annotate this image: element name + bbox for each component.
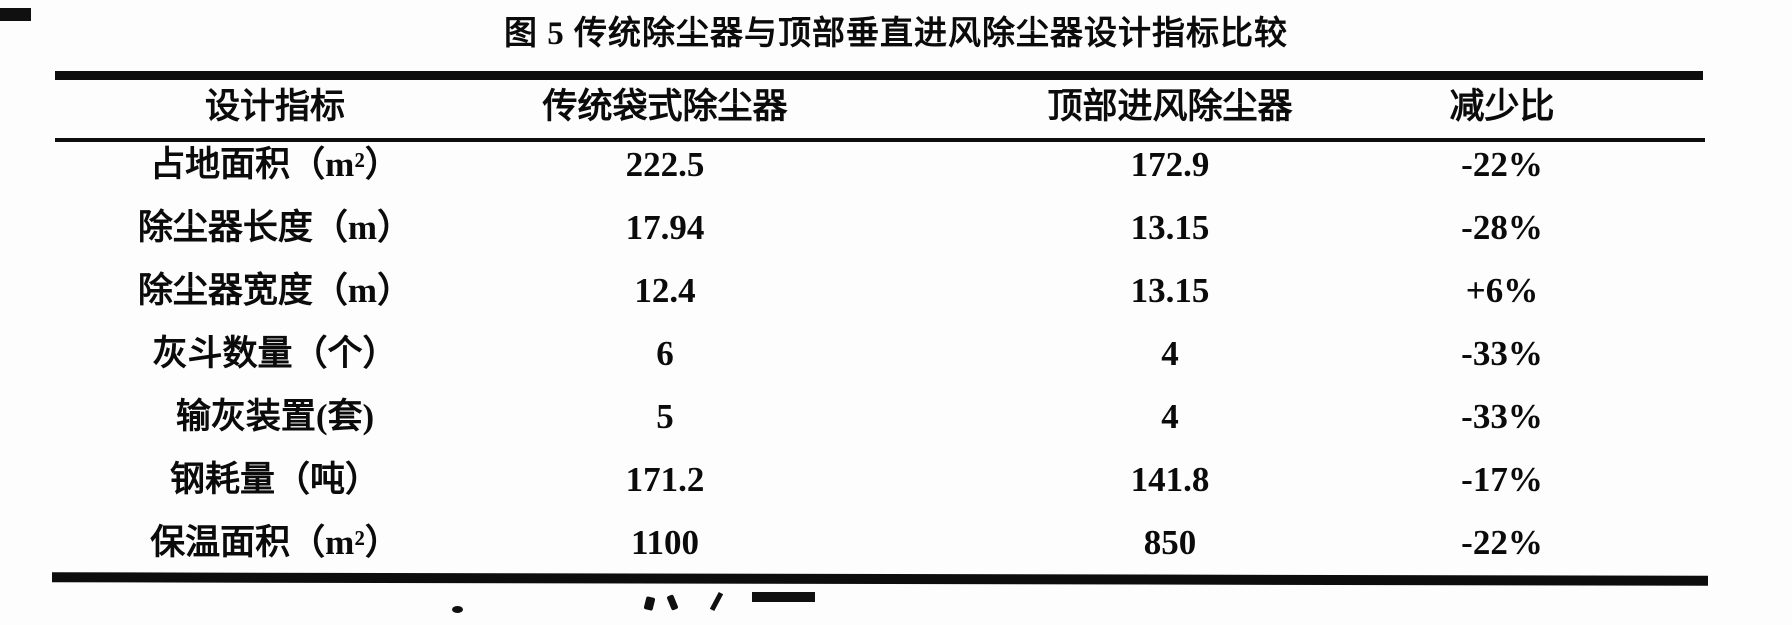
- cell-reduction-value: -33%: [1461, 397, 1543, 436]
- cutoff-text-fragment: [752, 592, 815, 602]
- cell-traditional-value: 171.2: [625, 460, 705, 499]
- cell-design-indicator: 保温面积（m²）: [150, 523, 400, 562]
- table-header-row: 设计指标 传统袋式除尘器 顶部进风除尘器 减少比: [0, 85, 1792, 129]
- cell-reduction-value: -17%: [1461, 460, 1543, 499]
- table-title: 图 5 传统除尘器与顶部垂直进风除尘器设计指标比较: [504, 16, 1288, 52]
- cell-top-inlet-value: 13.15: [1130, 208, 1210, 247]
- cell-design-indicator: 输灰装置(套): [175, 397, 375, 436]
- cell-reduction-value: -22%: [1461, 145, 1543, 184]
- cell-traditional-value: 5: [656, 397, 674, 436]
- column-header-design-indicator: 设计指标: [204, 87, 346, 126]
- cell-traditional-value: 17.94: [625, 208, 705, 247]
- column-header-top-inlet-collector: 顶部进风除尘器: [1047, 87, 1293, 126]
- cell-traditional-value: 6: [656, 334, 674, 373]
- cell-reduction-value: -33%: [1461, 334, 1543, 373]
- cell-reduction-value: +6%: [1465, 271, 1539, 310]
- cell-traditional-value: 12.4: [634, 271, 696, 310]
- cell-top-inlet-value: 850: [1143, 523, 1197, 562]
- cell-design-indicator: 灰斗数量（个）: [152, 334, 398, 373]
- column-header-traditional-bag-collector: 传统袋式除尘器: [542, 87, 788, 126]
- cell-top-inlet-value: 13.15: [1130, 271, 1210, 310]
- scan-artifact-corner: [0, 8, 31, 21]
- cell-traditional-value: 1100: [630, 523, 700, 562]
- table-row: 占地面积（m²） 222.5 172.9 -22%: [0, 143, 1792, 187]
- cutoff-text-fragment: [452, 606, 463, 613]
- table-bottom-border: [51, 572, 1709, 586]
- cell-design-indicator: 占地面积（m²）: [150, 145, 400, 184]
- cell-top-inlet-value: 172.9: [1130, 145, 1210, 184]
- table-top-border: [55, 71, 1703, 80]
- cell-traditional-value: 222.5: [625, 145, 705, 184]
- column-header-reduction-ratio: 减少比: [1449, 87, 1555, 126]
- cell-design-indicator: 除尘器宽度（m）: [137, 271, 413, 310]
- table-row: 保温面积（m²） 1100 850 -22%: [0, 521, 1792, 565]
- cell-top-inlet-value: 4: [1161, 334, 1179, 373]
- cell-top-inlet-value: 141.8: [1130, 460, 1210, 499]
- header-separator-line: [55, 138, 1705, 142]
- cell-reduction-value: -22%: [1461, 523, 1543, 562]
- cutoff-text-fragment: [709, 591, 724, 612]
- table-row: 除尘器长度（m） 17.94 13.15 -28%: [0, 206, 1792, 250]
- cutoff-text-fragment: [666, 594, 679, 611]
- cell-reduction-value: -28%: [1461, 208, 1543, 247]
- cell-design-indicator: 钢耗量（吨）: [169, 460, 381, 499]
- table-row: 灰斗数量（个） 6 4 -33%: [0, 332, 1792, 376]
- table-row: 除尘器宽度（m） 12.4 13.15 +6%: [0, 269, 1792, 313]
- cutoff-text-fragment: [643, 596, 656, 611]
- cell-top-inlet-value: 4: [1161, 397, 1179, 436]
- table-row: 钢耗量（吨） 171.2 141.8 -17%: [0, 458, 1792, 502]
- table-row: 输灰装置(套) 5 4 -33%: [0, 395, 1792, 439]
- cell-design-indicator: 除尘器长度（m）: [137, 208, 413, 247]
